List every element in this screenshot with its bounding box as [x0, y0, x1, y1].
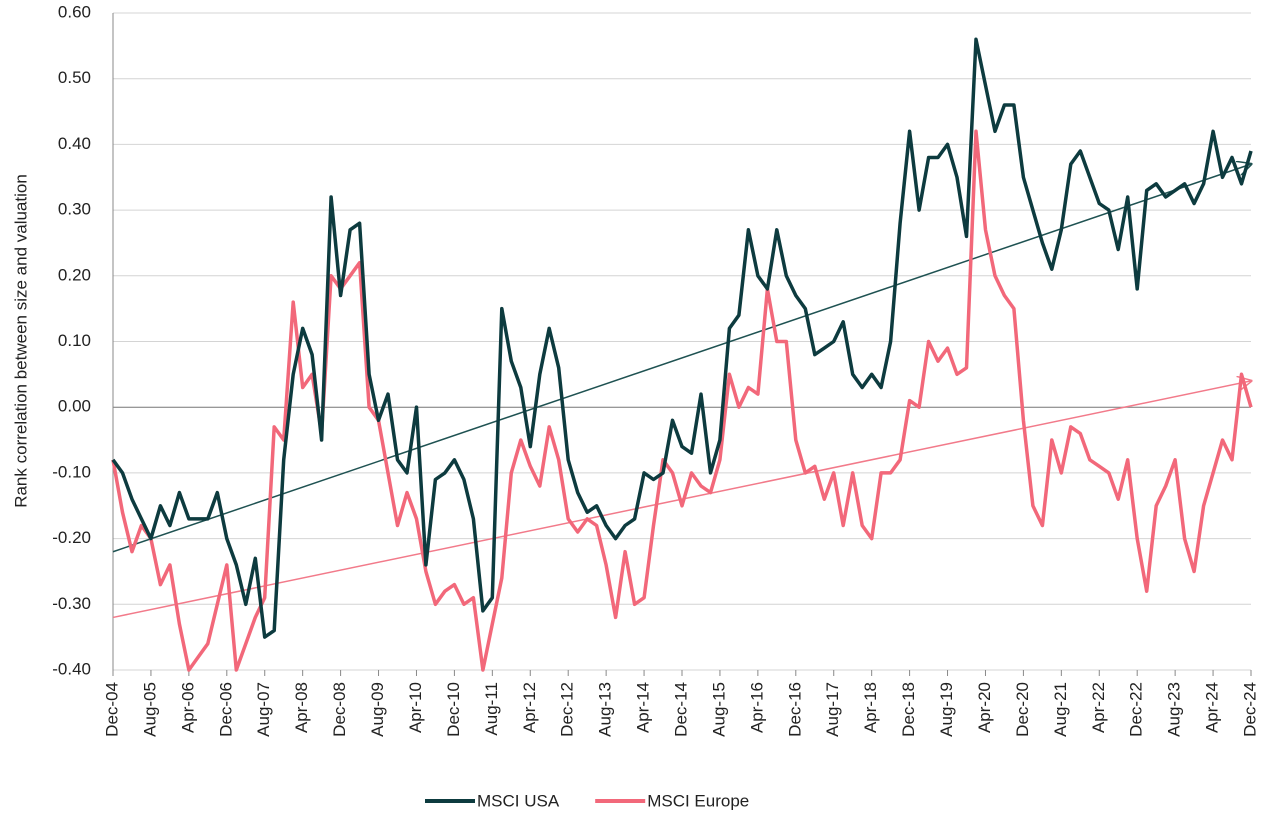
x-tick-label: Aug-11 [482, 682, 501, 736]
y-tick-label: -0.20 [52, 528, 91, 547]
series-line [111, 129, 1253, 672]
x-tick-label: Dec-14 [671, 682, 690, 737]
y-tick-label: -0.10 [52, 462, 91, 481]
legend-label: MSCI Europe [647, 791, 749, 810]
x-tick-label: Dec-20 [1013, 682, 1032, 737]
trend-line [112, 381, 1251, 619]
x-tick-label: Apr-16 [747, 682, 766, 733]
x-tick-label: Dec-24 [1240, 682, 1259, 737]
x-tick-label: Apr-20 [975, 682, 994, 733]
x-tick-label: Dec-22 [1127, 682, 1146, 737]
x-tick-label: Aug-13 [596, 682, 615, 737]
y-tick-label: 0.50 [58, 68, 91, 87]
x-tick-label: Aug-19 [937, 682, 956, 737]
x-tick-label: Apr-10 [406, 682, 425, 733]
y-tick-label: 0.30 [58, 200, 91, 219]
x-tick-label: Dec-04 [102, 682, 121, 737]
x-tick-label: Dec-18 [899, 682, 918, 737]
x-tick-label: Aug-23 [1165, 682, 1184, 737]
x-tick-label: Aug-17 [823, 682, 842, 737]
y-tick-label: 0.00 [58, 397, 91, 416]
x-tick-label: Apr-18 [861, 682, 880, 733]
y-tick-label: 0.40 [58, 134, 91, 153]
x-tick-label: Aug-07 [254, 682, 273, 737]
x-tick-label: Dec-08 [330, 682, 349, 737]
x-tick-label: Apr-06 [178, 682, 197, 733]
x-tick-label: Apr-12 [520, 682, 539, 733]
y-tick-label: 0.60 [58, 2, 91, 21]
x-tick-label: Apr-08 [292, 682, 311, 733]
x-tick-label: Dec-16 [785, 682, 804, 737]
x-tick-label: Aug-21 [1051, 682, 1070, 737]
series-line [111, 37, 1253, 639]
x-tick-label: Dec-06 [216, 682, 235, 737]
x-tick-label: Aug-09 [368, 682, 387, 737]
x-tick-label: Dec-10 [444, 682, 463, 737]
y-tick-label: -0.30 [52, 594, 91, 613]
x-tick-label: Dec-12 [558, 682, 577, 737]
trend-line [112, 164, 1251, 553]
y-axis-label: Rank correlation between size and valuat… [11, 174, 30, 508]
y-tick-label: -0.40 [52, 659, 91, 678]
x-tick-label: Aug-05 [140, 682, 159, 737]
y-tick-label: 0.10 [58, 331, 91, 350]
legend-label: MSCI USA [477, 791, 560, 810]
x-tick-label: Apr-14 [634, 682, 653, 733]
x-tick-label: Apr-24 [1203, 682, 1222, 733]
x-tick-label: Aug-15 [709, 682, 728, 737]
x-tick-label: Apr-22 [1089, 682, 1108, 733]
y-tick-label: 0.20 [58, 265, 91, 284]
